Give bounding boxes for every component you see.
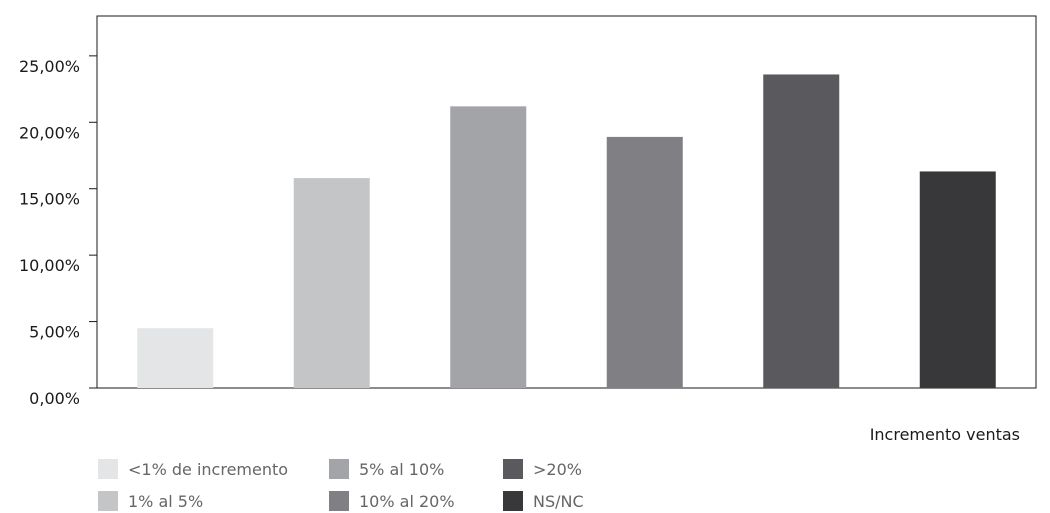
y-tick-label: 0,00%	[29, 389, 80, 408]
y-tick-label: 20,00%	[19, 123, 80, 142]
bars	[137, 74, 996, 388]
bar	[919, 171, 996, 388]
legend-item: 1% al 5%	[98, 490, 203, 512]
chart-legend: <1% de incremento 1% al 5% 5% al 10% 10% al…	[98, 458, 658, 512]
bar	[137, 328, 214, 388]
legend-swatch	[98, 491, 118, 511]
legend-item: <1% de incremento	[98, 458, 288, 480]
bar	[763, 74, 840, 388]
legend-label: 5% al 10%	[359, 459, 445, 479]
y-tick-label: 5,00%	[29, 323, 80, 342]
y-tick-label: 25,00%	[19, 57, 80, 76]
legend-label: >20%	[533, 459, 582, 479]
bar	[450, 106, 527, 388]
legend-label: 10% al 20%	[359, 491, 455, 511]
legend-item: 5% al 10%	[329, 458, 444, 480]
y-axis-ticks: 0,00% 5,00% 10,00% 15,00% 20,00% 25,00%	[19, 55, 97, 408]
legend-swatch	[503, 491, 523, 511]
x-axis-label: Incremento ventas	[870, 425, 1020, 444]
bar	[606, 136, 683, 388]
y-tick-label: 15,00%	[19, 190, 80, 209]
y-tick-label: 10,00%	[19, 256, 80, 275]
plot-frame	[96, 15, 1037, 389]
legend-swatch	[503, 459, 523, 479]
bar	[293, 178, 370, 388]
plot-border	[96, 15, 1037, 389]
legend-item: >20%	[503, 458, 582, 480]
legend-swatch	[329, 459, 349, 479]
legend-label: 1% al 5%	[128, 491, 204, 511]
legend-label: NS/NC	[533, 491, 584, 511]
legend-label: <1% de incremento	[128, 459, 289, 479]
legend-swatch	[329, 491, 349, 511]
legend-item: NS/NC	[503, 490, 584, 512]
legend-swatch	[98, 459, 118, 479]
legend-item: 10% al 20%	[329, 490, 455, 512]
